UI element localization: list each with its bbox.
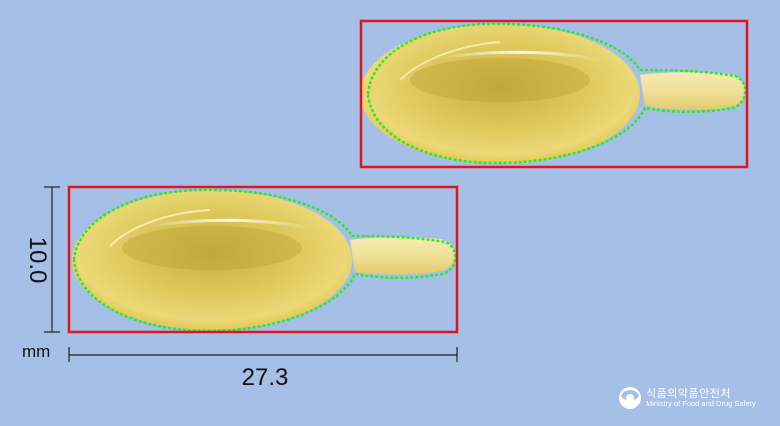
width-value-label: 27.3 (241, 364, 289, 391)
capsule-top-tip (640, 72, 746, 110)
height-value-label: 10.0 (24, 236, 51, 284)
logo-korean-text: 식품의약품안전처 (646, 387, 731, 401)
logo-emblem-spacer (618, 387, 640, 409)
logo-text: 식품의약품안전처 Ministry of Food and Drug Safet… (646, 388, 756, 407)
capsule-bottom (67, 185, 459, 334)
capsule-top-contour (366, 22, 747, 165)
capsule-bottom-tip (350, 237, 456, 275)
mfds-emblem-icon (619, 387, 641, 409)
capsule-bottom-bounding-box (67, 185, 459, 334)
mfds-logo: 식품의약품안전처 Ministry of Food and Drug Safet… (618, 387, 756, 409)
unit-label: mm (22, 342, 51, 361)
logo-english-text: Ministry of Food and Drug Safety (646, 398, 756, 408)
dimension-lines (44, 186, 458, 362)
capsule-top-bounding-box (359, 19, 749, 169)
capsule-top (359, 19, 749, 169)
